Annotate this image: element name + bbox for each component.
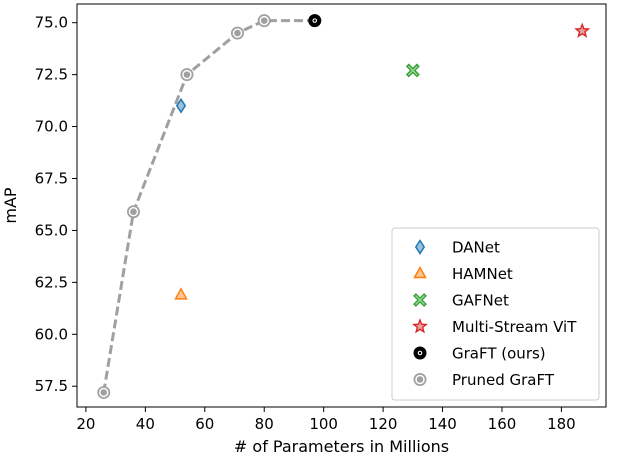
x-tick-label: 100 bbox=[309, 415, 338, 433]
pruned-graft-point bbox=[97, 385, 111, 399]
pruned-graft-point bbox=[126, 205, 140, 219]
multi-stream-vit-point bbox=[574, 22, 591, 38]
legend-marker-danet bbox=[414, 239, 426, 255]
legend-box bbox=[391, 227, 600, 401]
pruned-graft-point bbox=[180, 68, 194, 82]
legend-label-pruned-graft: Pruned GraFT bbox=[452, 371, 555, 389]
x-axis-label: # of Parameters in Millions bbox=[234, 437, 449, 456]
gafnet-point bbox=[405, 63, 420, 78]
x-tick-label: 80 bbox=[255, 415, 274, 433]
legend-label-multi-stream-vit: Multi-Stream ViT bbox=[452, 318, 577, 336]
legend-marker-graft-ours bbox=[413, 346, 427, 360]
pruned-graft-point bbox=[257, 14, 271, 28]
legend-label-danet: DANet bbox=[452, 239, 500, 257]
legend: DANet HAMNet GAFNet Multi-Stream ViT GraFT (… bbox=[391, 227, 600, 401]
legend-marker-multi-stream-vit bbox=[411, 318, 429, 334]
legend-label-gafnet: GAFNet bbox=[452, 292, 509, 310]
y-tick-label: 70.0 bbox=[35, 118, 68, 136]
y-tick-label: 60.0 bbox=[35, 325, 68, 343]
legend-marker-hamnet bbox=[413, 265, 427, 279]
marker-layer bbox=[97, 14, 591, 399]
x-tick-label: 40 bbox=[136, 415, 155, 433]
x-tick-label: 140 bbox=[428, 415, 457, 433]
legend-label-hamnet: HAMNet bbox=[452, 265, 513, 283]
x-tick-label: 20 bbox=[76, 415, 95, 433]
axes-frame bbox=[76, 3, 607, 408]
x-tick-label: 120 bbox=[369, 415, 398, 433]
hamnet-point bbox=[174, 287, 188, 300]
axes: 20 40 60 80 100 120 140 160 180 57.5 60.0 62.5 65.0 6… bbox=[35, 3, 607, 433]
danet-point bbox=[175, 97, 187, 114]
legend-marker-gafnet bbox=[413, 293, 427, 307]
y-axis-label: mAP bbox=[1, 187, 20, 224]
legend-marker-pruned-graft bbox=[413, 372, 427, 386]
x-tick-label: 160 bbox=[488, 415, 517, 433]
graft-ours-point bbox=[308, 14, 322, 28]
legend-label-graft-ours: GraFT (ours) bbox=[452, 345, 546, 363]
y-tick-label: 72.5 bbox=[35, 66, 68, 84]
y-tick-label: 57.5 bbox=[35, 377, 68, 395]
pruned-graft-point bbox=[230, 26, 244, 40]
pruned-graft-line bbox=[102, 19, 315, 393]
y-tick-label: 62.5 bbox=[35, 273, 68, 291]
x-tick-label: 60 bbox=[195, 415, 214, 433]
y-tick-label: 75.0 bbox=[35, 14, 68, 32]
x-tick-label: 180 bbox=[547, 415, 576, 433]
pruned-graft-line-layer bbox=[102, 19, 315, 393]
y-tick-label: 65.0 bbox=[35, 221, 68, 239]
y-tick-label: 67.5 bbox=[35, 169, 68, 187]
